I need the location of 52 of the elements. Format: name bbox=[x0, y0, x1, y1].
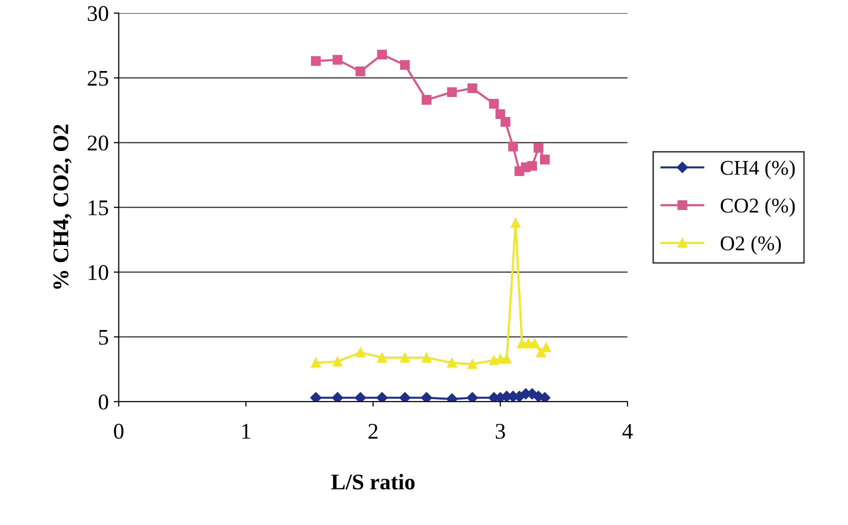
y-tick-label: 25 bbox=[88, 70, 108, 86]
point bbox=[310, 392, 322, 402]
point bbox=[508, 142, 518, 152]
point bbox=[467, 359, 478, 369]
point bbox=[356, 66, 366, 76]
point bbox=[332, 356, 342, 366]
x-tick-label: 3 bbox=[496, 424, 506, 439]
point bbox=[534, 142, 544, 153]
point bbox=[377, 352, 387, 362]
legend-label: CO2 (%) bbox=[720, 198, 795, 217]
point bbox=[489, 98, 499, 109]
point bbox=[422, 352, 432, 362]
point bbox=[530, 338, 540, 348]
point bbox=[500, 117, 510, 127]
y-tick-label: 20 bbox=[88, 136, 108, 151]
point bbox=[422, 95, 432, 105]
legend-label: CH4 (%) bbox=[720, 160, 795, 180]
point bbox=[467, 83, 478, 94]
point bbox=[376, 392, 388, 402]
legend-label: O2 (%) bbox=[720, 236, 781, 255]
point bbox=[447, 87, 457, 97]
x-tick-label: 4 bbox=[622, 424, 633, 439]
point bbox=[354, 392, 366, 402]
y-tick-label: 10 bbox=[88, 265, 108, 280]
point bbox=[400, 60, 410, 70]
point bbox=[356, 348, 366, 358]
x-tick-label: 2 bbox=[368, 424, 378, 439]
x-axis-title: L/S ratio bbox=[331, 474, 415, 490]
point bbox=[311, 56, 321, 66]
point bbox=[447, 358, 457, 368]
point bbox=[420, 392, 432, 402]
y-tick-label: 0 bbox=[98, 394, 108, 410]
point bbox=[400, 352, 410, 362]
y-tick-label: 30 bbox=[88, 6, 108, 22]
y-tick-label: 15 bbox=[88, 200, 108, 216]
point bbox=[502, 354, 512, 364]
point bbox=[311, 358, 321, 368]
point bbox=[536, 348, 546, 358]
point bbox=[540, 154, 550, 164]
point bbox=[399, 392, 411, 402]
x-tick-label: 1 bbox=[242, 424, 250, 439]
point bbox=[510, 218, 520, 228]
point bbox=[541, 342, 551, 352]
y-axis-title: % CH4, CO2, O2 bbox=[53, 124, 72, 289]
point bbox=[377, 50, 387, 60]
point bbox=[332, 54, 342, 65]
point bbox=[466, 392, 478, 402]
point bbox=[332, 392, 344, 402]
x-tick-label: 0 bbox=[114, 424, 124, 439]
y-tick-label: 5 bbox=[99, 330, 108, 345]
point bbox=[446, 393, 458, 402]
point bbox=[527, 161, 537, 171]
